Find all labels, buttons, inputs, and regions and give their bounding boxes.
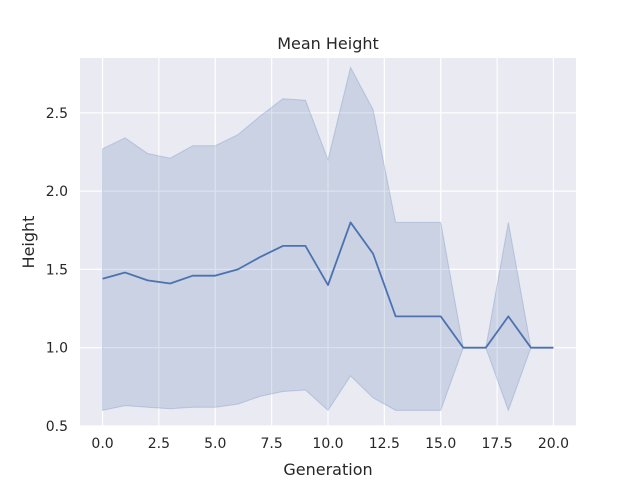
mean-height-line xyxy=(102,221,554,349)
x-tick-label: 5.0 xyxy=(204,436,226,452)
x-tick-label: 0.0 xyxy=(91,436,113,452)
y-tick-label: 0.5 xyxy=(46,419,68,435)
y-axis-label: Height xyxy=(19,216,38,269)
y-tick-label: 1.5 xyxy=(46,262,68,278)
x-tick-label: 2.5 xyxy=(148,436,170,452)
x-tick-label: 7.5 xyxy=(261,436,283,452)
x-axis-label: Generation xyxy=(283,460,372,479)
grid-lines xyxy=(80,58,576,427)
x-tick-label: 17.5 xyxy=(482,436,513,452)
x-tick-label: 12.5 xyxy=(369,436,400,452)
x-tick-label: 20.0 xyxy=(538,436,569,452)
y-tick-labels: 0.5 1.0 1.5 2.0 2.5 xyxy=(46,106,68,435)
x-tick-label: 10.0 xyxy=(312,436,343,452)
x-tick-label: 15.0 xyxy=(425,436,456,452)
y-tick-label: 2.5 xyxy=(46,106,68,122)
chart-title: Mean Height xyxy=(277,34,379,53)
series-line-layer xyxy=(102,221,554,349)
x-tick-labels: 0.0 2.5 5.0 7.5 10.0 12.5 15.0 17.5 20.0 xyxy=(91,436,569,452)
y-tick-label: 2.0 xyxy=(46,184,68,200)
y-tick-label: 1.0 xyxy=(46,341,68,357)
